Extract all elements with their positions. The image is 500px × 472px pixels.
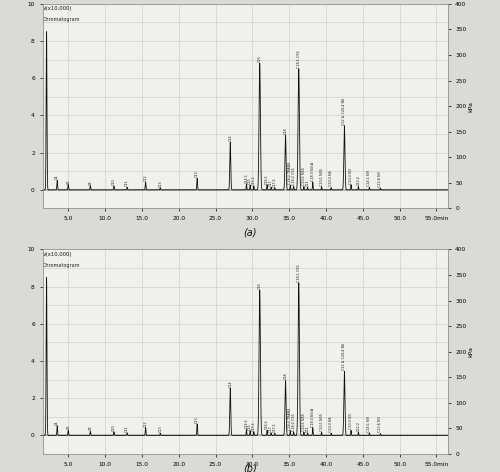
- Text: C20:1 N55: C20:1 N55: [302, 413, 306, 431]
- Text: C15: C15: [248, 177, 252, 184]
- Text: C22 & C20:4 N6: C22 & C20:4 N6: [342, 343, 346, 370]
- Text: C6: C6: [66, 179, 70, 184]
- Text: C15:1: C15:1: [252, 421, 256, 430]
- Text: C24:1 N9: C24:1 N9: [368, 170, 372, 186]
- Text: C14:1: C14:1: [244, 173, 248, 183]
- Text: C15: C15: [248, 423, 252, 430]
- Text: (b): (b): [243, 463, 257, 472]
- Text: C14: C14: [228, 135, 232, 141]
- Text: C12: C12: [144, 174, 148, 181]
- Text: V(x10,000): V(x10,000): [43, 6, 72, 11]
- Text: C18:2 C55: C18:2 C55: [292, 168, 296, 185]
- Text: C10: C10: [112, 424, 116, 430]
- Text: C13: C13: [158, 426, 162, 432]
- Text: C11: C11: [125, 179, 129, 186]
- Text: C24:1 N9: C24:1 N9: [368, 416, 372, 432]
- Text: C13: C13: [158, 180, 162, 187]
- Text: C21: C21: [306, 425, 310, 432]
- Text: C15:1: C15:1: [252, 175, 256, 185]
- Text: C13: C13: [195, 170, 199, 177]
- Text: C11: C11: [125, 425, 129, 432]
- Text: C14: C14: [228, 380, 232, 387]
- Text: C16:1: C16:1: [265, 174, 269, 184]
- Text: C21: C21: [306, 180, 310, 186]
- Text: C4: C4: [55, 175, 59, 179]
- Text: C17:1: C17:1: [273, 177, 277, 187]
- Text: C22:6 N3: C22:6 N3: [378, 417, 382, 432]
- Text: C12: C12: [144, 420, 148, 427]
- Text: C20:1 N55: C20:1 N55: [302, 168, 306, 185]
- Text: C18:1 C55: C18:1 C55: [297, 50, 301, 68]
- Text: C18: C18: [284, 373, 288, 379]
- Y-axis label: kPa: kPa: [468, 346, 473, 357]
- Text: C22:6 N3: C22:6 N3: [378, 171, 382, 187]
- Text: C10: C10: [112, 178, 116, 185]
- Text: C13: C13: [195, 416, 199, 423]
- Text: C18:3 N3:A: C18:3 N3:A: [310, 162, 314, 181]
- Text: (a): (a): [243, 227, 257, 237]
- Text: C8: C8: [88, 426, 92, 430]
- Text: C18: C18: [284, 127, 288, 134]
- Text: C16:1: C16:1: [265, 419, 269, 429]
- Text: C18:2 TRANS: C18:2 TRANS: [288, 407, 292, 430]
- Text: C18:2 TRANS: C18:2 TRANS: [288, 161, 292, 184]
- Text: C6: C6: [66, 425, 70, 429]
- Text: C14:1: C14:1: [244, 419, 248, 429]
- Text: Chromatogram: Chromatogram: [43, 263, 80, 268]
- Text: C4: C4: [55, 420, 59, 425]
- Text: C20:3 N6: C20:3 N6: [329, 416, 333, 432]
- Text: V(x10,000): V(x10,000): [43, 252, 72, 257]
- Text: C20:1 N55: C20:1 N55: [320, 168, 324, 185]
- Y-axis label: kPa: kPa: [468, 101, 473, 111]
- Text: C17: C17: [269, 179, 273, 186]
- Text: C16: C16: [258, 283, 262, 289]
- Text: C22 & C20:4 N6: C22 & C20:4 N6: [342, 97, 346, 125]
- Text: C18:1 C55: C18:1 C55: [297, 264, 301, 282]
- Text: C22:2: C22:2: [356, 421, 360, 431]
- Text: C18:3 N3:A: C18:3 N3:A: [310, 407, 314, 427]
- Text: C16: C16: [258, 56, 262, 62]
- Text: C20:3 N3: C20:3 N3: [349, 413, 353, 429]
- Text: C22:2: C22:2: [356, 176, 360, 185]
- Text: C17:1: C17:1: [273, 422, 277, 432]
- Text: C17: C17: [269, 425, 273, 432]
- Text: C20:1 N55: C20:1 N55: [320, 413, 324, 431]
- Text: C20:3 N3: C20:3 N3: [349, 168, 353, 184]
- Text: C18:2 C55: C18:2 C55: [292, 413, 296, 430]
- Text: C8: C8: [88, 180, 92, 185]
- Text: C20:3 N6: C20:3 N6: [329, 171, 333, 186]
- Text: Chromatogram: Chromatogram: [43, 17, 80, 22]
